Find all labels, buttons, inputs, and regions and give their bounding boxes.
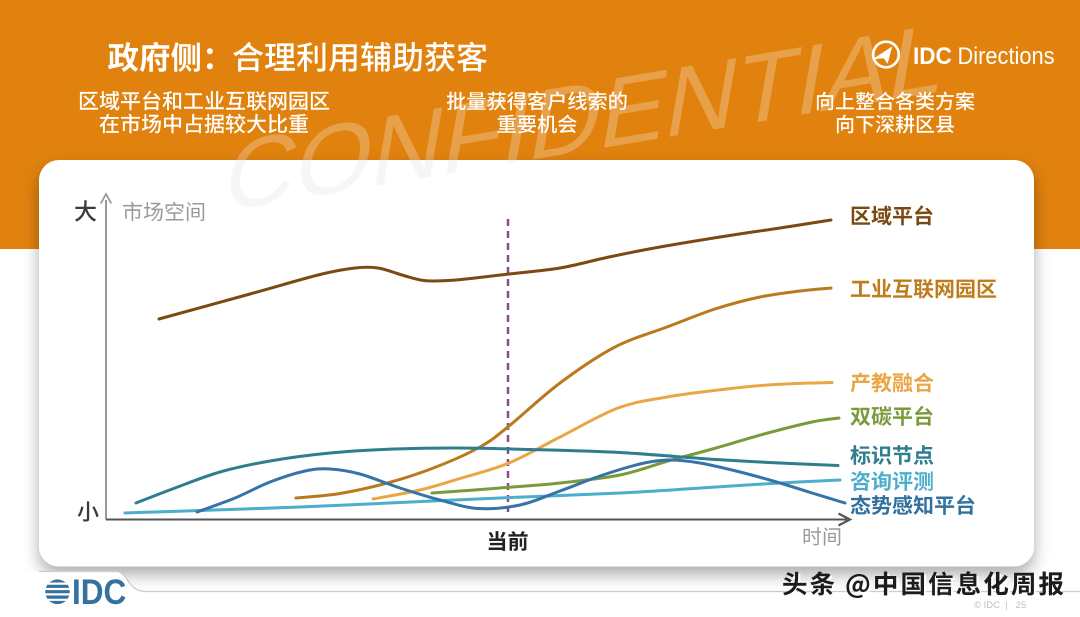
svg-text:IDC: IDC [72,574,126,613]
svg-text:© IDC | 25: © IDC | 25 [974,600,1026,611]
svg-text:Directions: Directions [958,42,1055,69]
svg-text:IDC: IDC [913,42,952,69]
